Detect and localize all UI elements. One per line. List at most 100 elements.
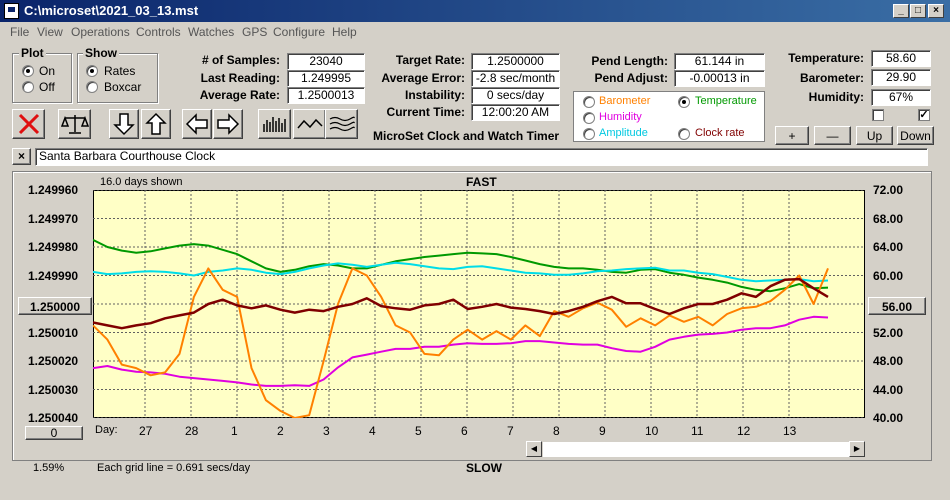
arrow-up-icon [145, 112, 167, 135]
zero-button[interactable]: 0 [25, 426, 83, 440]
clear-button[interactable] [12, 109, 45, 139]
show-rates-radio[interactable] [86, 65, 98, 77]
plot-on-label: On [39, 64, 56, 78]
humidity-radio[interactable] [583, 112, 595, 124]
menu-watches[interactable]: Watches [188, 25, 235, 39]
arrow-right-icon [217, 113, 240, 135]
left-arrow-button[interactable] [182, 109, 212, 139]
balance-button[interactable] [58, 109, 91, 139]
last-reading-field: 1.249995 [287, 70, 365, 87]
series-line [93, 239, 829, 293]
plot-group [12, 53, 72, 103]
y-left-tick-label: 1.249980 [28, 240, 79, 254]
average-error-field: -2.8 sec/month [471, 70, 560, 87]
pend-length-label: Pend Length: [591, 54, 668, 68]
barometer-radio[interactable] [583, 96, 595, 108]
show-group-title: Show [83, 46, 119, 60]
down-arrow-button[interactable] [109, 109, 139, 139]
scroll-left-arrow[interactable]: ◀ [526, 441, 542, 457]
app-name-label: MicroSet Clock and Watch Timer [373, 129, 560, 143]
y-left-tick-label: 1.250020 [28, 354, 79, 368]
plot-off-radio[interactable] [22, 81, 34, 93]
checkbox-2[interactable]: ✓ [918, 109, 930, 121]
x-tick-label: 4 [369, 424, 376, 438]
y-left-tick-label: 1.249970 [28, 211, 79, 226]
wave-button[interactable] [293, 109, 326, 139]
plot-group-title: Plot [19, 46, 46, 60]
center-rate-button[interactable]: 1.250000 [18, 297, 92, 315]
x-tick-label: 9 [599, 424, 606, 438]
average-rate-field: 1.2500013 [287, 87, 365, 104]
wave-icon [296, 118, 323, 129]
series-line [93, 261, 829, 283]
barometer-label: Barometer: [799, 71, 864, 85]
checkbox-1[interactable] [872, 109, 884, 121]
y-right-tick-label: 72.00 [873, 183, 904, 197]
series-selector [573, 91, 765, 142]
show-boxcar-label: Boxcar [104, 80, 142, 94]
temperature-label: Temperature: [788, 51, 864, 65]
arrow-down-icon [113, 113, 135, 136]
histogram-icon [262, 117, 286, 132]
plot-frame [12, 171, 932, 461]
menu-configure[interactable]: Configure [273, 25, 326, 39]
menu-file[interactable]: File [10, 25, 30, 39]
show-rates-label: Rates [104, 64, 136, 78]
note-close-button[interactable]: × [12, 148, 31, 165]
center-env-button[interactable]: 56.00 [868, 297, 926, 315]
barometer-option-label: Barometer [599, 95, 651, 107]
y-left-tick-label: 1.250010 [28, 325, 79, 340]
multi-wave-icon [329, 116, 355, 132]
title-bar: C:\microset\2021_03_13.mst [0, 0, 950, 22]
menu-operations[interactable]: Operations [71, 25, 130, 39]
plot-on-radio[interactable] [22, 65, 34, 77]
menu-view[interactable]: View [37, 25, 63, 39]
minimize-button[interactable]: _ [893, 4, 909, 18]
histogram-button[interactable] [258, 109, 291, 139]
y-left-tick-label: 1.250030 [28, 382, 79, 397]
arrow-left-icon [185, 113, 208, 135]
maximize-button[interactable]: □ [910, 4, 926, 18]
scroll-thumb[interactable] [543, 442, 849, 457]
x-tick-label: 12 [737, 424, 751, 438]
y-right-tick-label: 44.00 [873, 382, 904, 397]
menu-help[interactable]: Help [332, 25, 357, 39]
pend-length-field: 61.144 in [674, 53, 765, 70]
balance-scale-icon [60, 115, 89, 134]
rate-chart [93, 190, 865, 418]
note-field[interactable]: Santa Barbara Courthouse Clock [35, 148, 928, 166]
down-button[interactable]: Down [897, 126, 934, 145]
window-title: C:\microset\2021_03_13.mst [24, 3, 199, 18]
x-tick-label: 27 [139, 424, 153, 438]
right-arrow-button[interactable] [213, 109, 243, 139]
scroll-right-arrow[interactable]: ▶ [849, 441, 865, 457]
y-right-tick-label: 52.00 [873, 325, 904, 340]
current-time-field: 12:00:20 AM [471, 104, 560, 121]
grid-note-label: Each grid line = 0.691 secs/day [97, 462, 251, 474]
y-left-tick-label: 1.249990 [28, 268, 79, 283]
menu-gps[interactable]: GPS [242, 25, 268, 39]
instability-field: 0 secs/day [471, 87, 560, 104]
plus-button[interactable]: + [775, 126, 809, 145]
target-rate-field: 1.2500000 [471, 53, 560, 70]
minus-button[interactable]: — [814, 126, 851, 145]
x-tick-label: 10 [645, 424, 659, 438]
day-label: Day: [95, 424, 118, 436]
close-window-button[interactable]: × [928, 4, 944, 18]
amplitude-radio[interactable] [583, 128, 595, 140]
up-arrow-button[interactable] [141, 109, 171, 139]
slow-label: SLOW [466, 461, 502, 475]
humidity-option-label: Humidity [599, 111, 642, 123]
show-boxcar-radio[interactable] [86, 81, 98, 93]
x-tick-label: 28 [185, 424, 199, 438]
multi-wave-button[interactable] [325, 109, 358, 139]
series-line [93, 315, 829, 387]
temperature-field: 58.60 [871, 50, 931, 67]
temperature-radio[interactable] [678, 96, 690, 108]
last-reading-label: Last Reading: [200, 71, 280, 85]
up-button[interactable]: Up [856, 126, 893, 145]
y-right-tick-label: 60.00 [873, 268, 904, 283]
clock-rate-radio[interactable] [678, 128, 690, 140]
menu-controls[interactable]: Controls [136, 25, 181, 39]
clock-rate-option-label: Clock rate [695, 127, 745, 139]
